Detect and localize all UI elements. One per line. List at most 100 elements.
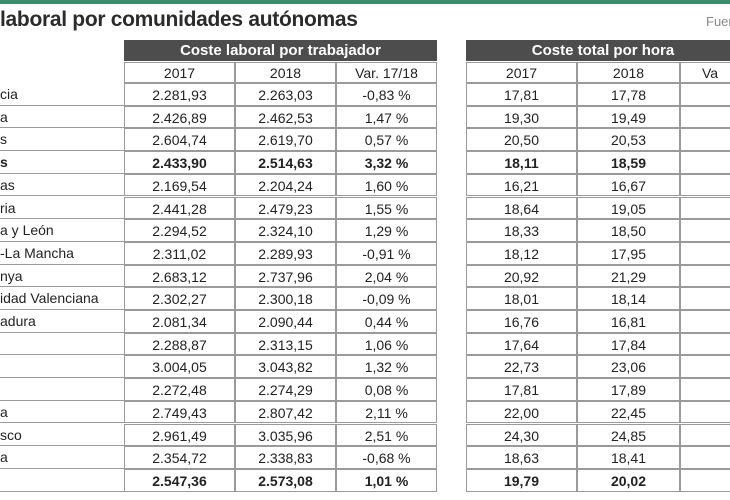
cell: 17,84 <box>577 332 680 356</box>
cell: -0,68 % <box>336 446 437 469</box>
cell: 21,29 <box>577 264 680 288</box>
cell: 24,85 <box>577 423 680 447</box>
cell: 3.043,82 <box>235 355 336 379</box>
top-rule <box>0 0 730 4</box>
cell: 1,32 % <box>336 355 437 379</box>
cell: 18,64 <box>466 196 577 220</box>
cell: 22,00 <box>466 400 577 424</box>
cell: 23,06 <box>577 355 680 379</box>
cell <box>680 355 730 379</box>
cell: 3.035,96 <box>235 423 336 447</box>
cell: 2.302,27 <box>124 287 235 310</box>
group-header: Coste total por hora <box>466 40 730 61</box>
cell: 18,41 <box>577 446 680 469</box>
column-header: 2018 <box>235 62 336 83</box>
cell <box>680 173 730 197</box>
column-header: 2017 <box>466 62 577 83</box>
row-label: sco <box>0 424 124 447</box>
cell: 16,81 <box>577 310 680 333</box>
cell: 18,59 <box>577 151 680 174</box>
cell: 1,01 % <box>336 468 437 492</box>
cell: 2.547,36 <box>124 468 235 492</box>
cell: 2.619,70 <box>235 128 336 152</box>
cell: 18,14 <box>577 287 680 310</box>
cell: 19,05 <box>577 196 680 220</box>
cell: 2.807,42 <box>235 400 336 424</box>
cell: 2.274,29 <box>235 378 336 401</box>
cell: 2.338,83 <box>235 446 336 469</box>
cell: 22,73 <box>466 355 577 379</box>
cell: 2.737,96 <box>235 264 336 288</box>
cell: 17,81 <box>466 83 577 106</box>
cell: 3,32 % <box>336 151 437 174</box>
cell: 2.683,12 <box>124 264 235 288</box>
cell: 2.300,18 <box>235 287 336 310</box>
cell: 19,79 <box>466 468 577 492</box>
cell: 1,47 % <box>336 105 437 129</box>
cell <box>680 196 730 220</box>
source: Fuen <box>706 14 730 29</box>
cell: -0,91 % <box>336 241 437 265</box>
cell: 0,57 % <box>336 128 437 152</box>
cell: 2,51 % <box>336 423 437 447</box>
cell <box>680 378 730 401</box>
cell: 16,67 <box>577 173 680 197</box>
row-label: s <box>0 151 124 174</box>
row-label: adura <box>0 310 124 333</box>
cell: 0,08 % <box>336 378 437 401</box>
cell: 19,49 <box>577 105 680 129</box>
cell: 2.441,28 <box>124 196 235 220</box>
cell: 3.004,05 <box>124 355 235 379</box>
column-header: 2017 <box>124 62 235 83</box>
cell: 1,55 % <box>336 196 437 220</box>
cell: 2.288,87 <box>124 332 235 356</box>
cell: 2.961,49 <box>124 423 235 447</box>
cell: 16,76 <box>466 310 577 333</box>
cell <box>680 219 730 242</box>
cell: 20,02 <box>577 468 680 492</box>
cell <box>680 400 730 424</box>
cell: 17,78 <box>577 83 680 106</box>
cell <box>680 446 730 469</box>
cell <box>680 128 730 152</box>
cell: 2.313,15 <box>235 332 336 356</box>
cell: 1,29 % <box>336 219 437 242</box>
cell: 1,06 % <box>336 332 437 356</box>
column-header: Var. 17/18 <box>336 62 437 83</box>
cell <box>680 264 730 288</box>
cell: 18,33 <box>466 219 577 242</box>
cell: 2.272,48 <box>124 378 235 401</box>
cell <box>680 83 730 106</box>
cell: 2.081,34 <box>124 310 235 333</box>
cell: 20,50 <box>466 128 577 152</box>
cell: 24,30 <box>466 423 577 447</box>
cell: 22,45 <box>577 400 680 424</box>
row-label: s <box>0 128 124 152</box>
cell <box>680 151 730 174</box>
row-label: -La Mancha <box>0 242 124 265</box>
cell: 2.749,43 <box>124 400 235 424</box>
cell <box>680 105 730 129</box>
cell: 17,95 <box>577 241 680 265</box>
cell: -0,09 % <box>336 287 437 310</box>
cell: 20,53 <box>577 128 680 152</box>
cell <box>680 332 730 356</box>
row-label: a <box>0 106 124 129</box>
row-label <box>0 333 124 356</box>
cell: 18,01 <box>466 287 577 310</box>
row-label: ria <box>0 197 124 220</box>
row-label: a y León <box>0 219 124 242</box>
cell: 2.479,23 <box>235 196 336 220</box>
cell: 2.324,10 <box>235 219 336 242</box>
row-label: a <box>0 446 124 469</box>
cell: 2.604,74 <box>124 128 235 152</box>
row-label: as <box>0 174 124 197</box>
cell: 2.514,63 <box>235 151 336 174</box>
cell <box>680 310 730 333</box>
row-label: cia <box>0 83 124 106</box>
cell: 1,60 % <box>336 173 437 197</box>
cell: 17,64 <box>466 332 577 356</box>
cell: 20,92 <box>466 264 577 288</box>
cell: 2.294,52 <box>124 219 235 242</box>
